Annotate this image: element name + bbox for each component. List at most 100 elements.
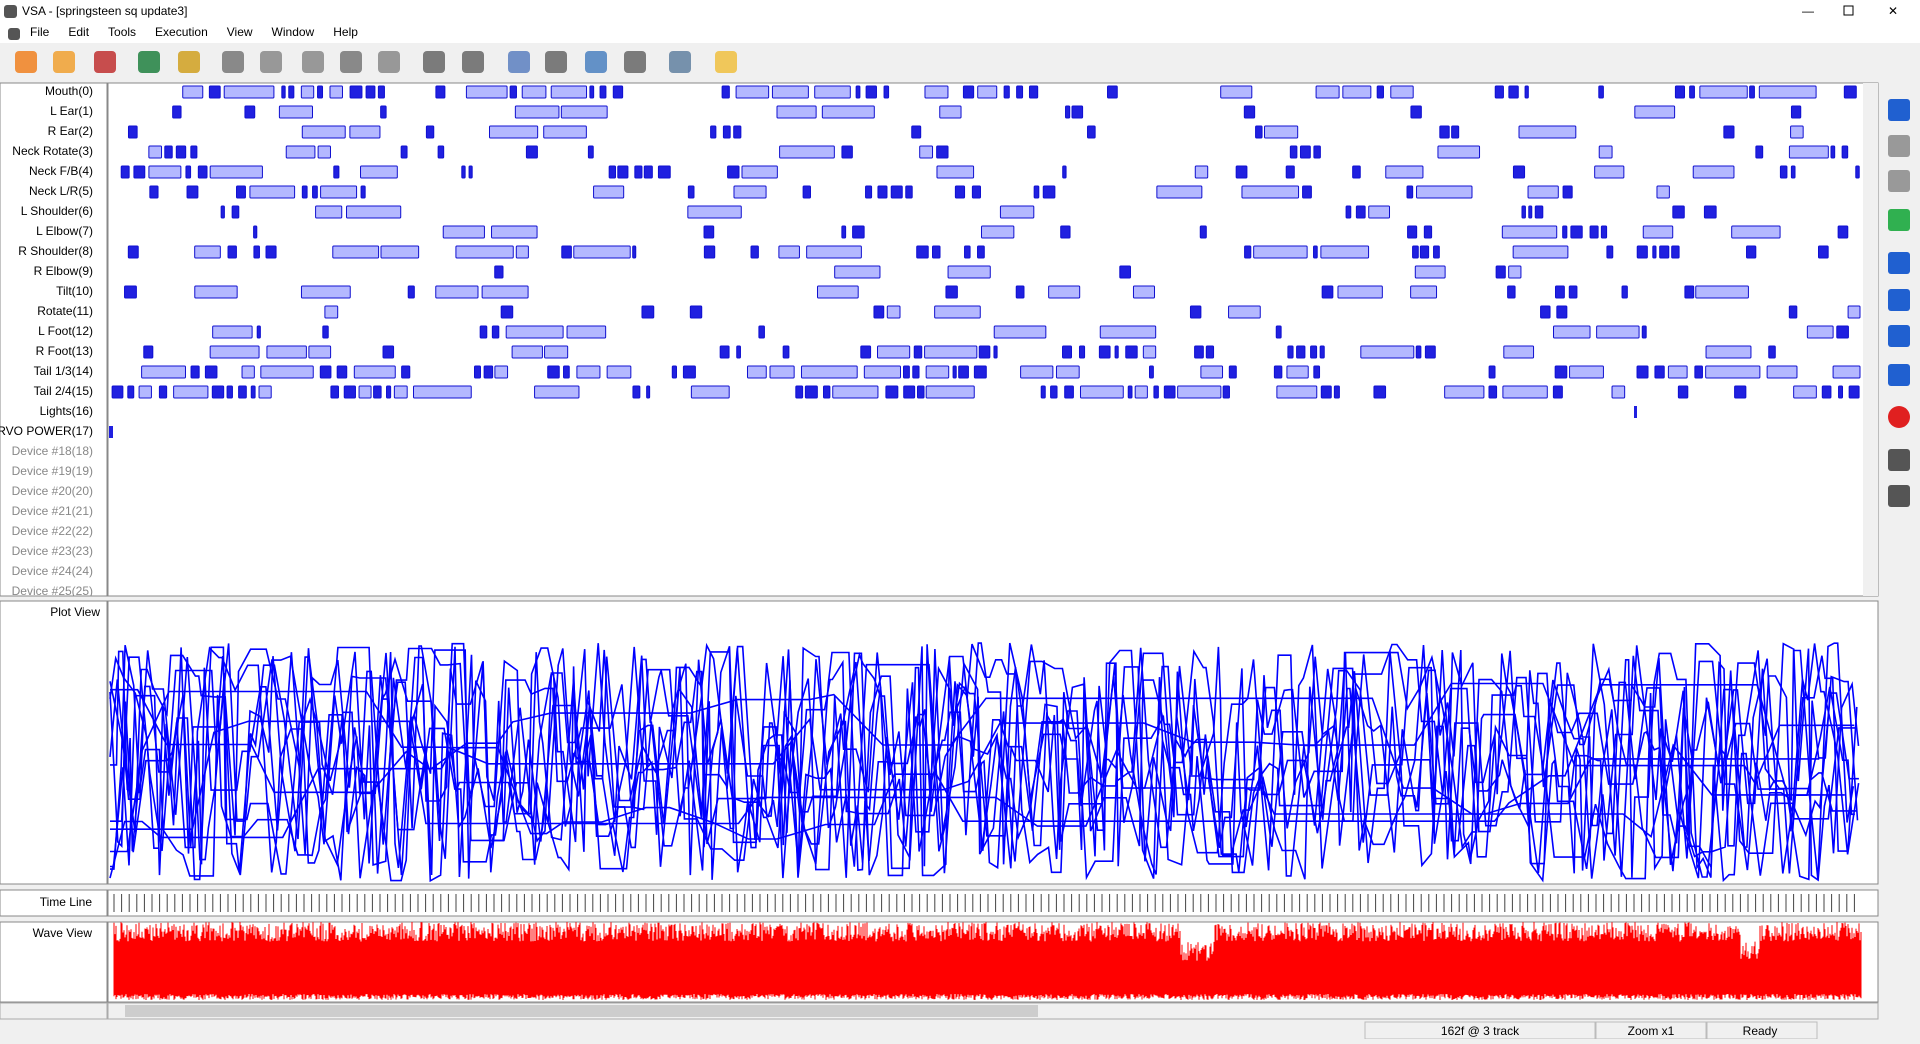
event-block	[1611, 385, 1626, 399]
event-block	[1385, 165, 1424, 179]
event-block	[1502, 385, 1548, 399]
event-block	[468, 165, 473, 179]
toolbar-button[interactable]	[462, 51, 484, 73]
event-block	[285, 145, 316, 159]
event-block	[932, 245, 941, 259]
close-button[interactable]: ✕	[1888, 4, 1898, 18]
side-tool-button[interactable]	[1888, 485, 1910, 507]
event-block	[1410, 285, 1438, 299]
event-block	[1228, 305, 1261, 319]
toolbar-button[interactable]	[423, 51, 445, 73]
side-tool-button[interactable]	[1888, 170, 1910, 192]
event-block	[1127, 385, 1133, 399]
restore-button[interactable]	[1843, 5, 1854, 16]
toolbar-button[interactable]	[669, 51, 691, 73]
event-block	[413, 385, 472, 399]
toolbar-button[interactable]	[715, 51, 737, 73]
event-block	[300, 285, 351, 299]
event-block	[1755, 145, 1764, 159]
event-block	[606, 365, 632, 379]
event-block	[1594, 165, 1625, 179]
event-block	[1416, 185, 1473, 199]
event-block	[877, 185, 888, 199]
track-scrollbar[interactable]	[1863, 83, 1878, 596]
side-tool-button[interactable]	[1888, 364, 1910, 386]
event-block	[333, 165, 340, 179]
track-label: Neck L/R(5)	[29, 184, 93, 198]
hscroll-thumb[interactable]	[125, 1005, 1038, 1017]
event-block	[236, 185, 246, 199]
event-block	[1671, 245, 1680, 259]
event-block	[973, 365, 987, 379]
menu-item[interactable]: Help	[333, 25, 358, 39]
event-block	[1060, 225, 1071, 239]
toolbar-button[interactable]	[94, 51, 116, 73]
menu-item[interactable]: Execution	[155, 25, 208, 39]
event-block	[382, 345, 395, 359]
side-tool-button[interactable]	[1888, 325, 1910, 347]
minimize-button[interactable]: —	[1802, 4, 1814, 18]
side-tool-button[interactable]	[1888, 406, 1910, 428]
event-block	[1313, 145, 1321, 159]
event-block	[250, 385, 256, 399]
toolbar-button[interactable]	[302, 51, 324, 73]
event-block	[1570, 225, 1583, 239]
event-block	[1821, 385, 1832, 399]
event-block	[380, 105, 387, 119]
event-block	[435, 285, 479, 299]
toolbar-button[interactable]	[340, 51, 362, 73]
event-block	[209, 345, 260, 359]
event-block	[1352, 165, 1361, 179]
event-block	[703, 225, 715, 239]
event-block	[1321, 285, 1334, 299]
side-tool-button[interactable]	[1888, 289, 1910, 311]
event-block	[913, 345, 923, 359]
menu-item[interactable]: Edit	[68, 25, 89, 39]
event-block	[576, 365, 601, 379]
menu-item[interactable]: Tools	[108, 25, 136, 39]
toolbar-button[interactable]	[15, 51, 37, 73]
panel-label: Time Line	[40, 895, 93, 909]
toolbar-button[interactable]	[138, 51, 160, 73]
toolbar-button[interactable]	[545, 51, 567, 73]
track-area	[107, 82, 1879, 597]
event-block	[258, 385, 272, 399]
side-tool-button[interactable]	[1888, 449, 1910, 471]
window-title: VSA - [springsteen sq update3]	[22, 4, 187, 18]
toolbar-button[interactable]	[378, 51, 400, 73]
event-block	[182, 85, 204, 99]
toolbar-button[interactable]	[178, 51, 200, 73]
toolbar-button[interactable]	[260, 51, 282, 73]
event-block	[1677, 385, 1689, 399]
event-block	[1843, 85, 1857, 99]
event-block	[1065, 105, 1071, 119]
label-hscroll[interactable]	[0, 1002, 108, 1020]
event-block	[1806, 325, 1834, 339]
event-block	[1838, 385, 1844, 399]
toolbar-button[interactable]	[222, 51, 244, 73]
side-tool-button[interactable]	[1888, 209, 1910, 231]
event-block	[947, 265, 991, 279]
track-label: SERVO POWER(17)	[0, 424, 93, 438]
toolbar-button[interactable]	[508, 51, 530, 73]
event-block	[634, 165, 643, 179]
menu-item[interactable]: View	[227, 25, 253, 39]
event-block	[769, 365, 795, 379]
side-tool-button[interactable]	[1888, 252, 1910, 274]
event-block	[1540, 305, 1551, 319]
menu-item[interactable]: Window	[272, 25, 315, 39]
menu-item[interactable]: File	[30, 25, 50, 39]
event-block	[958, 365, 969, 379]
event-block	[1098, 345, 1111, 359]
side-tool-button[interactable]	[1888, 99, 1910, 121]
toolbar-button[interactable]	[624, 51, 646, 73]
event-block	[1848, 385, 1860, 399]
event-block	[1495, 265, 1506, 279]
event-block	[1689, 85, 1695, 99]
toolbar-button[interactable]	[53, 51, 75, 73]
event-block	[1235, 165, 1248, 179]
toolbar-button[interactable]	[585, 51, 607, 73]
side-tool-button[interactable]	[1888, 135, 1910, 157]
event-block	[903, 385, 916, 399]
title-bar	[0, 0, 1920, 25]
